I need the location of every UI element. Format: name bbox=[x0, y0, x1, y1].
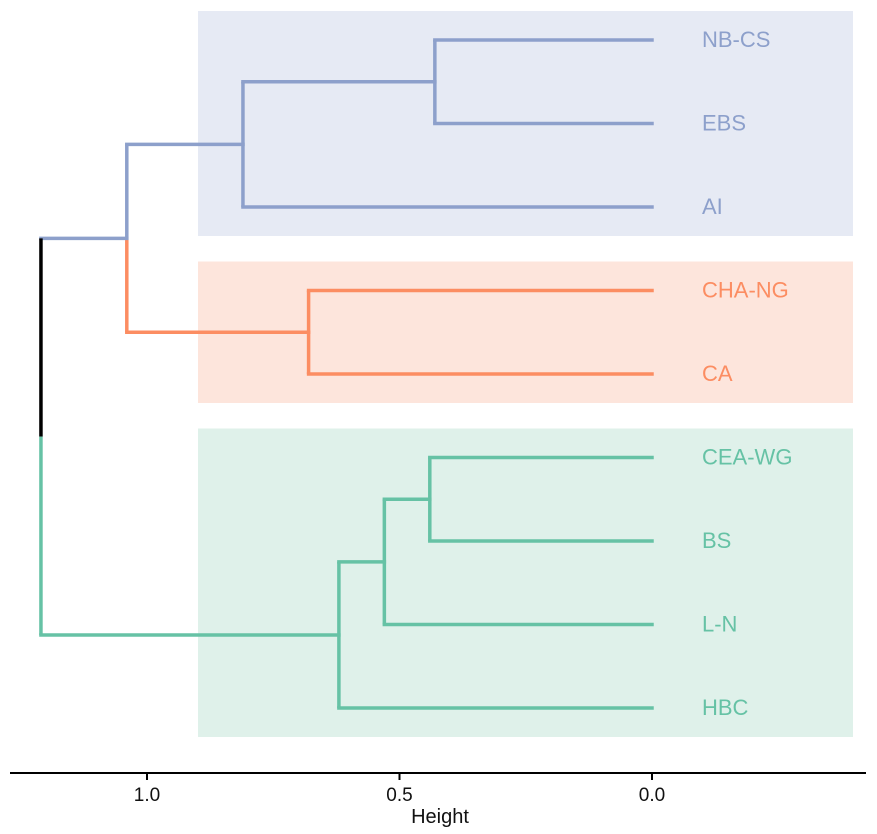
x-axis: 1.0 0.5 0.0 Height bbox=[10, 772, 866, 828]
x-tick-label-2: 0.0 bbox=[639, 785, 665, 806]
leaf-label-ebs: EBS bbox=[702, 110, 746, 135]
leaf-label-ai: AI bbox=[702, 194, 723, 219]
x-tick-label-1: 0.5 bbox=[386, 785, 412, 806]
x-tick-label-0: 1.0 bbox=[134, 785, 160, 806]
leaf-label-bs: BS bbox=[702, 528, 731, 553]
dendrogram-branches bbox=[39, 38, 654, 710]
leaf-label-cea-wg: CEA-WG bbox=[702, 444, 792, 469]
x-axis-title: Height bbox=[411, 806, 469, 828]
leaf-label-hbc: HBC bbox=[702, 695, 749, 720]
leaf-labels: NB-CS EBS AI CHA-NG CA CEA-WG BS L-N HBC bbox=[702, 27, 792, 720]
leaf-label-l-n: L-N bbox=[702, 611, 737, 636]
leaf-label-nb-cs: NB-CS bbox=[702, 27, 770, 52]
leaf-label-cha-ng: CHA-NG bbox=[702, 277, 789, 302]
cluster-band-green bbox=[198, 428, 853, 737]
cluster-bands bbox=[198, 11, 853, 737]
leaf-label-ca: CA bbox=[702, 361, 733, 386]
x-axis-ticks: 1.0 0.5 0.0 bbox=[134, 773, 665, 806]
